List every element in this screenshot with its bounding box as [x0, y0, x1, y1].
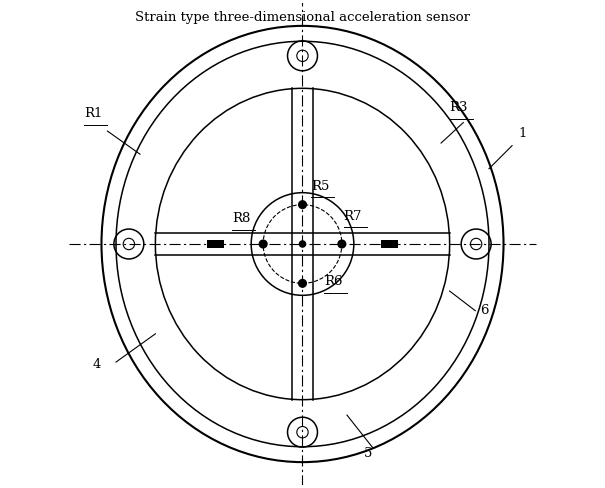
Circle shape	[299, 201, 306, 208]
Circle shape	[338, 240, 345, 248]
Text: 4: 4	[93, 358, 101, 370]
Text: 1: 1	[518, 127, 526, 140]
Text: R7: R7	[344, 210, 362, 223]
Text: R3: R3	[450, 101, 468, 114]
Text: 5: 5	[364, 447, 373, 460]
Text: R1: R1	[84, 107, 103, 120]
Bar	[381, 241, 398, 247]
Text: R6: R6	[324, 276, 342, 288]
Text: R5: R5	[311, 180, 330, 193]
Text: 6: 6	[480, 304, 489, 317]
Circle shape	[260, 240, 267, 248]
Text: Strain type three-dimensional acceleration sensor: Strain type three-dimensional accelerati…	[135, 11, 470, 24]
Text: R8: R8	[232, 212, 250, 225]
Circle shape	[299, 241, 306, 247]
Bar	[207, 241, 224, 247]
Circle shape	[299, 280, 306, 287]
